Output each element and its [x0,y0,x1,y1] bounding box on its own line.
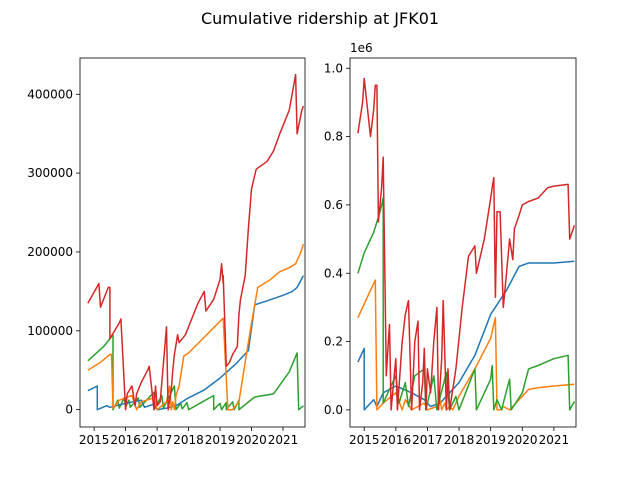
x-tick-label: 2020 [507,433,538,447]
y-tick-label: 0 [65,403,73,417]
x-tick-label: 2016 [110,433,141,447]
y-tick-label: 300000 [27,166,73,180]
figure-title: Cumulative ridership at JFK01 [201,9,439,28]
x-tick-label: 2017 [412,433,443,447]
axes-frame [349,57,577,428]
x-tick-label: 2019 [475,433,506,447]
series-line-4 [357,77,576,411]
left-subplot: 2015 2016 2017 2018 2019 2020 2021 0 100000 20000… [27,57,306,447]
y-tick-label: 400000 [27,87,73,101]
y-scale-label: 1e6 [350,41,373,55]
y-tick-label: 200000 [27,245,73,259]
series-line-2 [87,275,305,411]
x-tick-label: 2019 [205,433,236,447]
x-tick-label: 2016 [381,433,412,447]
series-line-3 [87,243,305,411]
x-tick-label: 2015 [79,433,110,447]
y-tick-label: 100000 [27,324,73,338]
y-tick-label: 0.2 [324,335,343,349]
x-tick-label: 2018 [173,433,204,447]
series-line-3 [357,197,576,411]
y-tick-label: 0.0 [324,403,343,417]
y-tick-label: 0.8 [324,130,343,144]
y-tick-label: 0.4 [324,266,343,280]
x-tick-label: 2020 [236,433,267,447]
x-tick-label: 2017 [142,433,173,447]
x-tick-label: 2021 [539,433,570,447]
x-tick-label: 2015 [349,433,380,447]
x-tick-label: 2018 [444,433,475,447]
x-tick-label: 2021 [268,433,299,447]
axes-frame [79,57,306,428]
y-tick-label: 0.6 [324,198,343,212]
right-subplot: 2015 2016 2017 2018 2019 2020 2021 0.0 0.2 0.4 0.6… [324,41,577,447]
series-line-4 [87,73,305,411]
y-tick-label: 1.0 [324,61,343,75]
